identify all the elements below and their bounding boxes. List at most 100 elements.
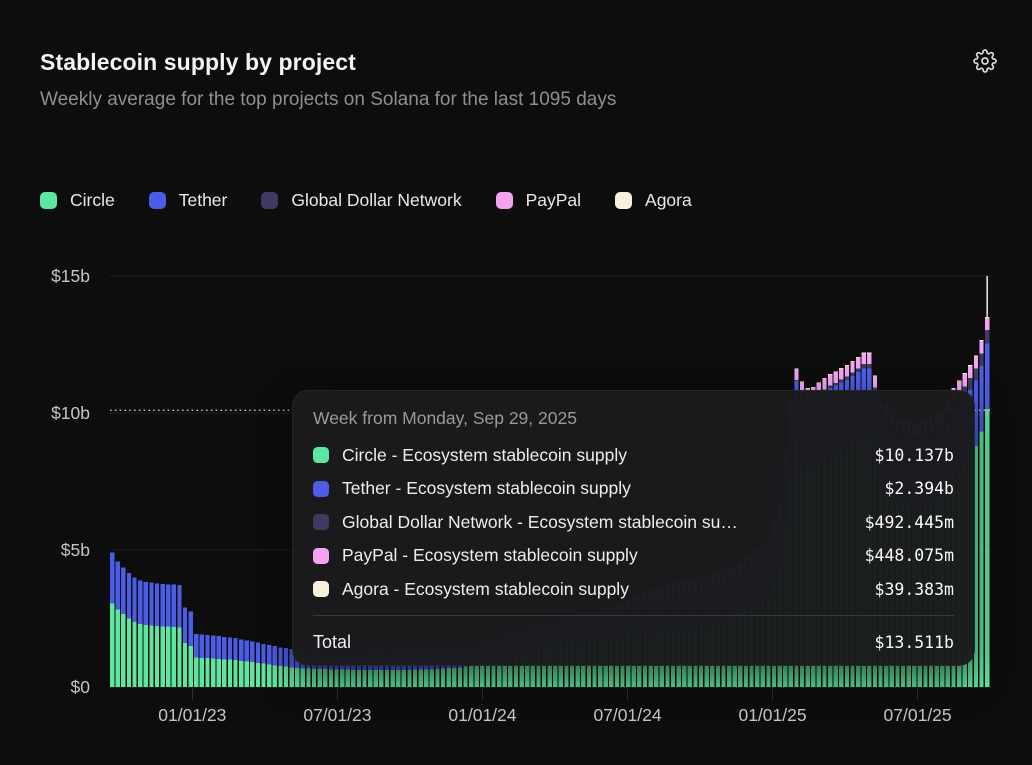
tooltip-series-swatch-icon bbox=[313, 447, 329, 463]
tooltip-total-row: Total $13.511b bbox=[313, 628, 954, 656]
bar-segment-circle bbox=[424, 669, 429, 687]
legend-item-tether[interactable]: Tether bbox=[148, 190, 228, 211]
bar-segment-circle bbox=[558, 645, 564, 687]
bar-segment-circle bbox=[368, 670, 373, 687]
bar-segment-paypal bbox=[833, 371, 838, 383]
y-axis-labels: $15b $10b $5b $0 bbox=[51, 266, 90, 697]
gear-icon bbox=[973, 48, 997, 76]
legend-item-agora[interactable]: Agora bbox=[615, 190, 692, 211]
bar-segment-paypal bbox=[867, 353, 872, 365]
page-title: Stablecoin supply by project bbox=[40, 49, 356, 75]
bar-segment-circle bbox=[508, 657, 513, 687]
bar-segment-circle bbox=[194, 657, 199, 687]
x-axis-tick-label: 07/01/23 bbox=[303, 705, 371, 725]
bar-segment-paypal bbox=[855, 357, 861, 369]
bar-segment-agora bbox=[872, 375, 878, 377]
bar-segment-tether bbox=[166, 584, 171, 627]
tooltip-series-value: $2.394b bbox=[884, 479, 954, 498]
tooltip-series-label: Agora - Ecosystem stablecoin supply bbox=[342, 578, 629, 599]
bar-segment-agora bbox=[985, 316, 990, 318]
tooltip-row: Tether - Ecosystem stablecoin supply $2.3… bbox=[313, 476, 954, 502]
tooltip-row: Global Dollar Network - Ecosystem stable… bbox=[313, 509, 954, 535]
bar-segment-paypal bbox=[979, 341, 984, 354]
bar-segment-tether bbox=[985, 343, 990, 410]
bar-segment-circle bbox=[216, 658, 221, 687]
bar-segment-agora bbox=[850, 360, 855, 362]
bar-segment-circle bbox=[379, 670, 384, 687]
legend-swatch-icon bbox=[495, 192, 513, 209]
bar-segment-circle bbox=[306, 668, 311, 687]
x-axis-tick-label: 01/01/25 bbox=[738, 705, 806, 725]
bar-segment-circle bbox=[513, 655, 519, 687]
y-axis-tick-label: $15b bbox=[51, 266, 90, 286]
bar-segment-global-dollar-network bbox=[833, 382, 838, 386]
bar-segment-circle bbox=[199, 657, 205, 687]
bar-segment-circle bbox=[317, 668, 322, 687]
bar-segment-circle bbox=[149, 625, 154, 687]
bar-segment-agora bbox=[805, 387, 810, 389]
bar-segment-circle bbox=[278, 666, 283, 687]
bar-segment-tether bbox=[233, 638, 238, 661]
bar-segment-circle bbox=[351, 669, 356, 687]
bar-segment-tether bbox=[132, 577, 137, 622]
bar-segment-circle bbox=[334, 669, 339, 687]
bar-segment-circle bbox=[255, 662, 261, 687]
bar-segment-circle bbox=[227, 659, 233, 687]
bar-segment-tether bbox=[267, 644, 272, 665]
bar-segment-circle bbox=[474, 664, 479, 687]
bar-segment-circle bbox=[502, 659, 507, 687]
legend-label: Tether bbox=[178, 190, 228, 210]
bar-segment-circle bbox=[446, 668, 451, 687]
bar-segment-tether bbox=[278, 647, 283, 667]
legend-item-paypal[interactable]: PayPal bbox=[495, 190, 582, 211]
bar-segment-circle bbox=[440, 668, 446, 687]
tooltip-series-label: Tether - Ecosystem stablecoin supply bbox=[342, 478, 631, 498]
bar-segment-circle bbox=[233, 660, 238, 687]
bar-segment-global-dollar-network bbox=[872, 387, 878, 393]
bar-segment-paypal bbox=[844, 365, 850, 377]
legend-label: PayPal bbox=[525, 190, 582, 210]
bar-segment-tether bbox=[143, 582, 148, 626]
tooltip-series-swatch-icon bbox=[313, 480, 329, 497]
bar-segment-circle bbox=[138, 623, 143, 687]
x-axis-tick-label: 01/01/23 bbox=[158, 705, 226, 725]
bar-segment-circle bbox=[239, 660, 244, 687]
bar-segment-circle bbox=[407, 669, 412, 687]
bar-segment-circle bbox=[356, 670, 362, 687]
legend-item-circle[interactable]: Circle bbox=[40, 190, 115, 211]
bar-segment-global-dollar-network bbox=[973, 368, 979, 381]
page-subtitle: Weekly average for the top projects on S… bbox=[40, 89, 617, 110]
bar-segment-tether bbox=[138, 580, 143, 624]
bar-segment-global-dollar-network bbox=[794, 380, 799, 381]
bar-segment-paypal bbox=[850, 361, 855, 373]
bar-segment-tether bbox=[115, 561, 120, 610]
bar-segment-circle bbox=[143, 625, 148, 687]
bar-segment-tether bbox=[244, 640, 249, 662]
bar-segment-agora bbox=[794, 368, 799, 370]
bar-segment-tether bbox=[239, 639, 244, 661]
bar-segment-circle bbox=[418, 669, 423, 687]
tooltip-series-label: Circle - Ecosystem stablecoin supply bbox=[342, 444, 627, 465]
bar-segment-global-dollar-network bbox=[979, 353, 984, 367]
bar-segment-global-dollar-network bbox=[861, 364, 866, 369]
bar-segment-tether bbox=[255, 642, 261, 663]
bar-segment-circle bbox=[110, 603, 115, 687]
tooltip-series-swatch-icon bbox=[313, 547, 329, 564]
bar-segment-global-dollar-network bbox=[839, 379, 844, 383]
bar-segment-paypal bbox=[799, 382, 805, 393]
bar-segment-circle bbox=[339, 669, 345, 687]
tooltip-row: PayPal - Ecosystem stablecoin supply $448… bbox=[313, 543, 954, 569]
bar-segment-circle bbox=[553, 646, 558, 687]
bar-segment-circle bbox=[457, 667, 463, 687]
legend-item-global-dollar-network[interactable]: Global Dollar Network bbox=[261, 190, 462, 211]
bar-segment-paypal bbox=[973, 356, 979, 369]
bar-segment-global-dollar-network bbox=[985, 330, 990, 344]
bar-segment-agora bbox=[844, 365, 850, 366]
bar-segment-agora bbox=[811, 386, 816, 388]
bar-segment-global-dollar-network bbox=[855, 368, 861, 373]
bar-segment-circle bbox=[205, 658, 210, 687]
settings-button[interactable] bbox=[971, 48, 999, 76]
bar-segment-paypal bbox=[822, 378, 827, 390]
tooltip-total-label: Total bbox=[313, 631, 352, 652]
